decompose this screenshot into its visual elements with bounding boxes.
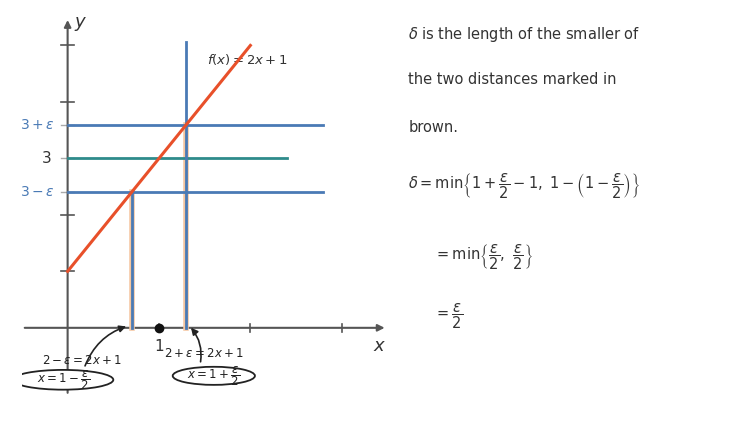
Text: $\delta = \min\left\{1 + \dfrac{\varepsilon}{2} - 1,\ 1 -\left(1 - \dfrac{\varep: $\delta = \min\left\{1 + \dfrac{\varepsi… xyxy=(409,171,641,201)
Text: $x$: $x$ xyxy=(374,337,387,355)
Text: $3$: $3$ xyxy=(41,150,51,166)
Text: $3 + \varepsilon$: $3 + \varepsilon$ xyxy=(20,117,55,132)
Text: $y$: $y$ xyxy=(74,15,87,33)
Text: $2 + \varepsilon = 2x + 1$: $2 + \varepsilon = 2x + 1$ xyxy=(164,347,243,360)
Text: $1$: $1$ xyxy=(154,338,164,354)
Ellipse shape xyxy=(173,367,255,385)
Text: $2 - \varepsilon = 2x + 1$: $2 - \varepsilon = 2x + 1$ xyxy=(42,354,122,367)
Text: $x = 1 + \dfrac{\varepsilon}{2}$: $x = 1 + \dfrac{\varepsilon}{2}$ xyxy=(187,364,240,388)
Text: $x = 1 - \dfrac{\varepsilon}{2}$: $x = 1 - \dfrac{\varepsilon}{2}$ xyxy=(37,368,90,392)
Text: $= \min\left\{\dfrac{\varepsilon}{2},\ \dfrac{\varepsilon}{2}\right\}$: $= \min\left\{\dfrac{\varepsilon}{2},\ \… xyxy=(434,243,533,272)
Text: $f(x) = 2x + 1$: $f(x) = 2x + 1$ xyxy=(207,52,287,67)
Ellipse shape xyxy=(13,370,113,390)
Text: $= \dfrac{\varepsilon}{2}$: $= \dfrac{\varepsilon}{2}$ xyxy=(434,302,463,331)
Text: $\delta$ is the length of the smaller of: $\delta$ is the length of the smaller of xyxy=(409,25,641,44)
Text: brown.: brown. xyxy=(409,120,458,135)
Text: $3 - \varepsilon$: $3 - \varepsilon$ xyxy=(20,185,55,199)
Text: the two distances marked in: the two distances marked in xyxy=(409,72,617,87)
